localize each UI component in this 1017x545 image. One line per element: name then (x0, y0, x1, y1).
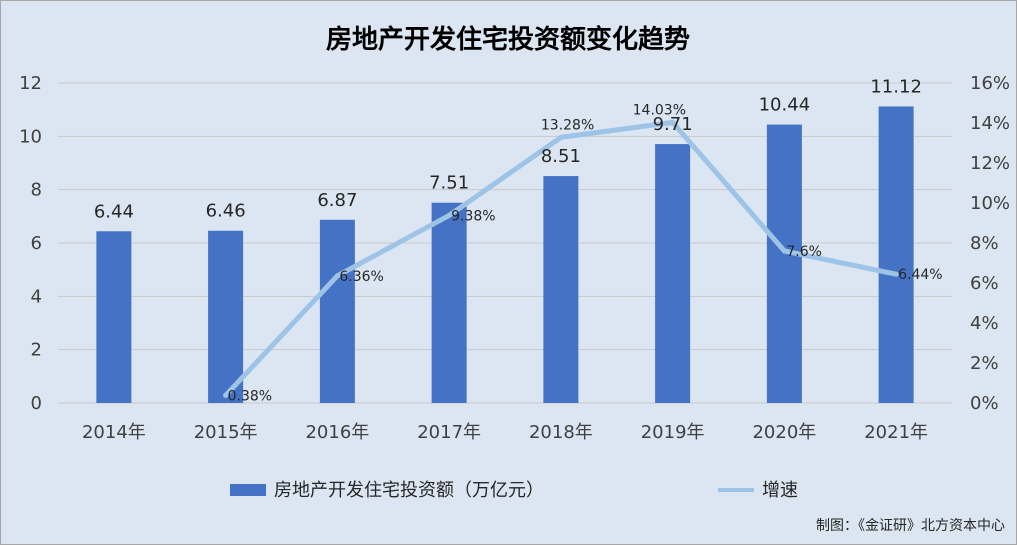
growth-value-label: 0.38% (228, 388, 272, 404)
right-tick-label: 0% (970, 393, 999, 414)
legend-line-label: 增速 (762, 480, 798, 501)
bar (655, 144, 691, 404)
gridlines (58, 82, 952, 404)
x-axis: 2014年 2015年 2016年 2017年 2018年 2019年 2020年 2021年 (82, 422, 928, 443)
left-tick-label: 4 (31, 286, 42, 307)
left-axis: 0 2 4 6 8 10 12 (19, 73, 42, 414)
growth-labels: 0.38% 6.36% 9.38% 13.28% 14.03% 7.6% 6.44% (228, 102, 943, 404)
left-tick-label: 0 (31, 393, 42, 414)
growth-value-label: 6.44% (898, 267, 942, 283)
right-tick-label: 8% (970, 233, 999, 254)
x-tick-label: 2017年 (417, 422, 481, 443)
right-tick-label: 10% (970, 193, 1010, 214)
x-tick-label: 2020年 (752, 422, 816, 443)
legend: 房地产开发住宅投资额（万亿元） 增速 (230, 480, 798, 501)
bar (208, 230, 244, 403)
legend-bar-swatch (230, 484, 266, 496)
growth-value-label: 14.03% (633, 102, 686, 118)
bar (431, 202, 467, 403)
source-note: 制图：《金证研》北方资本中心 (816, 518, 1005, 534)
growth-point (558, 134, 564, 140)
x-tick-label: 2015年 (194, 422, 258, 443)
x-tick-label: 2019年 (641, 422, 705, 443)
right-tick-label: 12% (970, 153, 1010, 174)
left-tick-label: 8 (31, 180, 42, 201)
bar-value-label: 6.46 (206, 201, 246, 222)
growth-point (670, 119, 676, 125)
bar-value-label: 6.44 (94, 201, 134, 222)
growth-value-label: 6.36% (339, 269, 383, 285)
bar-value-label: 6.87 (317, 190, 357, 211)
growth-value-label: 9.38% (451, 208, 495, 224)
right-tick-label: 2% (970, 353, 999, 374)
growth-value-label: 7.6% (786, 244, 822, 260)
growth-point (446, 212, 452, 218)
x-tick-label: 2021年 (864, 422, 928, 443)
bar (543, 176, 579, 403)
x-tick-label: 2014年 (82, 422, 146, 443)
growth-value-label: 13.28% (541, 117, 594, 133)
right-tick-label: 14% (970, 113, 1010, 134)
right-axis: 0% 2% 4% 6% 8% 10% 12% 14% 16% (970, 73, 1010, 414)
chart-title: 房地产开发住宅投资额变化趋势 (326, 24, 690, 55)
bar (878, 106, 914, 403)
right-tick-label: 6% (970, 273, 999, 294)
bar-labels: 6.44 6.46 6.87 7.51 8.51 9.71 10.44 11.12 (94, 76, 922, 222)
x-tick-label: 2016年 (305, 422, 369, 443)
bar-value-label: 7.51 (429, 173, 469, 194)
left-tick-label: 6 (31, 233, 42, 254)
bars (96, 106, 914, 404)
right-tick-label: 4% (970, 313, 999, 334)
growth-point (893, 271, 899, 277)
growth-point (334, 273, 340, 279)
growth-point (781, 248, 787, 254)
legend-bar-label: 房地产开发住宅投资额（万亿元） (274, 480, 544, 501)
bar (96, 231, 132, 403)
right-tick-label: 16% (970, 73, 1010, 94)
growth-point (223, 392, 229, 398)
bar (766, 124, 802, 403)
growth-line-layer (223, 119, 899, 398)
left-tick-label: 2 (31, 340, 42, 361)
x-tick-label: 2018年 (529, 422, 593, 443)
left-tick-label: 10 (19, 126, 42, 147)
bar-value-label: 8.51 (541, 146, 581, 167)
bar-value-label: 11.12 (870, 76, 922, 97)
bar-value-label: 10.44 (759, 95, 811, 116)
bar (319, 219, 355, 403)
left-tick-label: 12 (19, 73, 42, 94)
bar-value-label: 9.71 (653, 114, 693, 135)
